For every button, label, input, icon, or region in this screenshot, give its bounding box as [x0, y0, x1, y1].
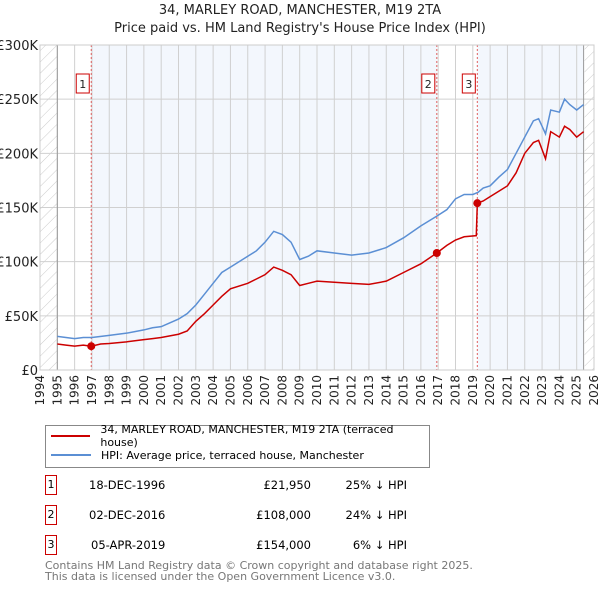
x-tick-label: 2023 [535, 375, 549, 406]
y-tick-label: £150K [0, 202, 38, 217]
x-tick-label: 1999 [120, 375, 134, 406]
x-tick-label: 2004 [206, 375, 220, 406]
sale-price: £108,000 [256, 508, 311, 522]
x-tick-label: 2008 [275, 375, 289, 406]
x-tick-label: 2014 [379, 375, 393, 406]
hpi-diff: 24% ↓ HPI [345, 508, 407, 522]
x-tick-label: 2016 [414, 375, 428, 406]
footer-copyright: Contains HM Land Registry data © Crown c… [45, 559, 473, 572]
x-tick-label: 2017 [431, 375, 445, 406]
sale-point [473, 199, 482, 208]
x-tick-label: 2000 [137, 375, 151, 406]
x-tick-label: 2022 [518, 375, 532, 406]
plot-border [39, 44, 595, 371]
y-tick-label: £200K [0, 147, 38, 162]
x-tick-label: 1994 [33, 375, 47, 406]
sale-date: 02-DEC-2016 [89, 508, 166, 522]
y-tick-label: £300K [0, 39, 38, 54]
price-chart: £0 £50K £100K £150K £200K £250K £300K 1994 1995 1… [0, 39, 600, 406]
x-tick-label: 2006 [241, 375, 255, 406]
y-tick-label: £50K [5, 310, 39, 325]
x-tick-label: 1996 [68, 375, 82, 406]
x-tick-label: 2009 [293, 375, 307, 406]
x-tick-label: 2025 [570, 375, 584, 406]
transaction-row: 3 05-APR-2019 £154,000 6% ↓ HPI [45, 535, 445, 555]
hpi-diff: 6% ↓ HPI [352, 538, 407, 552]
x-tick-label: 2018 [449, 375, 463, 406]
x-tick-label: 2012 [345, 375, 359, 406]
x-tick-label: 1995 [50, 375, 64, 406]
marker-badge: 3 [45, 535, 57, 555]
sale-label-box [75, 73, 90, 94]
legend: 34, MARLEY ROAD, MANCHESTER, M19 2TA (te… [45, 423, 430, 468]
x-tick-label: 2020 [483, 375, 497, 406]
y-tick-label: £100K [0, 256, 38, 271]
x-tick-label: 2024 [552, 375, 566, 406]
x-tick-label: 2019 [466, 375, 480, 406]
x-tick-label: 2013 [362, 375, 376, 406]
x-tick-label: 2007 [258, 375, 272, 406]
x-tick-label: 1998 [102, 375, 116, 406]
y-tick-label: £250K [0, 93, 38, 108]
marker-badge: 2 [45, 505, 57, 525]
sale-price: £21,950 [263, 478, 311, 492]
legend-label-property: 34, MARLEY ROAD, MANCHESTER, M19 2TA (te… [100, 423, 394, 449]
sale-label: 2 [425, 78, 432, 91]
sale-date: 05-APR-2019 [91, 538, 166, 552]
x-tick-label: 2002 [172, 375, 186, 406]
y-tick-label: £0 [21, 364, 38, 379]
x-tick-label: 2001 [154, 375, 168, 406]
marker-badge: 1 [45, 475, 57, 495]
sale-point [87, 342, 96, 351]
transaction-row: 1 18-DEC-1996 £21,950 25% ↓ HPI [45, 475, 445, 495]
x-tick-label: 2011 [327, 375, 341, 406]
sale-label: 3 [465, 78, 472, 91]
sale-point [432, 249, 441, 257]
footer-licence: This data is licensed under the Open Gov… [45, 570, 396, 583]
chart-subtitle: Price paid vs. HM Land Registry's House … [114, 21, 486, 36]
transaction-row: 2 02-DEC-2016 £108,000 24% ↓ HPI [45, 505, 445, 525]
sale-label: 1 [79, 78, 86, 91]
x-tick-label: 2026 [587, 375, 600, 406]
sale-label-box [461, 73, 476, 94]
x-tick-label: 1997 [85, 375, 99, 406]
sale-date: 18-DEC-1996 [89, 478, 166, 492]
sale-label-box [421, 73, 436, 94]
x-tick-label: 2015 [397, 375, 411, 406]
footer: Contains HM Land Registry data © Crown c… [45, 560, 473, 582]
legend-label-hpi: HPI: Average price, terraced house, Manc… [101, 448, 364, 462]
sale-price: £154,000 [256, 538, 311, 552]
x-tick-label: 2005 [223, 375, 237, 406]
property-price-line [57, 125, 585, 347]
legend-blue-line [51, 454, 91, 456]
x-tick-label: 2021 [500, 375, 514, 406]
legend-red-line [51, 435, 91, 437]
x-tick-label: 2003 [189, 375, 203, 406]
hpi-line [57, 97, 585, 340]
x-tick-label: 2010 [310, 375, 324, 406]
chart-title: 34, MARLEY ROAD, MANCHESTER, M19 2TA [158, 3, 442, 18]
hpi-diff: 25% ↓ HPI [345, 478, 407, 492]
